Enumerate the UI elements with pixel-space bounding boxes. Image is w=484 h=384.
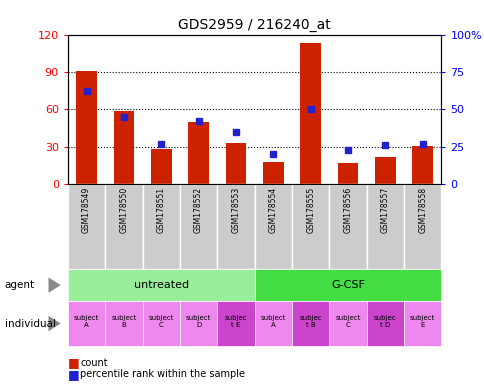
Text: subject
A: subject A (260, 315, 286, 328)
Text: GSM178553: GSM178553 (231, 187, 240, 233)
Text: individual: individual (5, 318, 56, 329)
FancyBboxPatch shape (68, 301, 105, 346)
Text: subjec
t D: subjec t D (373, 315, 396, 328)
Text: subject
A: subject A (74, 315, 99, 328)
Bar (337, 163, 358, 184)
FancyBboxPatch shape (366, 184, 403, 269)
Text: GSM178552: GSM178552 (194, 187, 203, 233)
Text: ■: ■ (68, 368, 79, 381)
Text: GSM178549: GSM178549 (82, 187, 91, 233)
Text: GSM178558: GSM178558 (417, 187, 426, 233)
Bar (374, 157, 395, 184)
FancyBboxPatch shape (403, 184, 440, 269)
FancyBboxPatch shape (142, 301, 180, 346)
Text: GSM178556: GSM178556 (343, 187, 352, 233)
Bar (411, 146, 432, 184)
Polygon shape (48, 277, 60, 293)
FancyBboxPatch shape (180, 301, 217, 346)
Text: GSM178551: GSM178551 (156, 187, 166, 233)
Text: subject
C: subject C (148, 315, 174, 328)
Text: ■: ■ (68, 356, 79, 369)
Text: subject
B: subject B (111, 315, 136, 328)
Bar (225, 143, 246, 184)
Text: subject
C: subject C (334, 315, 360, 328)
Text: GSM178557: GSM178557 (380, 187, 389, 233)
FancyBboxPatch shape (105, 184, 142, 269)
Text: GSM178554: GSM178554 (268, 187, 277, 233)
Text: subject
D: subject D (185, 315, 211, 328)
Text: subjec
t E: subjec t E (224, 315, 247, 328)
FancyBboxPatch shape (142, 184, 180, 269)
FancyBboxPatch shape (68, 184, 105, 269)
FancyBboxPatch shape (291, 184, 329, 269)
FancyBboxPatch shape (329, 184, 366, 269)
FancyBboxPatch shape (254, 269, 440, 301)
FancyBboxPatch shape (254, 301, 291, 346)
Text: GSM178555: GSM178555 (305, 187, 315, 233)
Text: count: count (80, 358, 107, 368)
FancyBboxPatch shape (68, 269, 254, 301)
Title: GDS2959 / 216240_at: GDS2959 / 216240_at (178, 18, 330, 32)
Bar (188, 122, 209, 184)
Bar (262, 162, 283, 184)
FancyBboxPatch shape (217, 301, 254, 346)
FancyBboxPatch shape (366, 301, 403, 346)
Bar (151, 149, 171, 184)
FancyBboxPatch shape (329, 301, 366, 346)
Bar (76, 71, 97, 184)
Text: percentile rank within the sample: percentile rank within the sample (80, 369, 244, 379)
Text: untreated: untreated (134, 280, 188, 290)
Bar (300, 43, 320, 184)
FancyBboxPatch shape (180, 184, 217, 269)
Text: subject
E: subject E (409, 315, 435, 328)
FancyBboxPatch shape (254, 184, 291, 269)
FancyBboxPatch shape (403, 301, 440, 346)
Text: G-CSF: G-CSF (331, 280, 364, 290)
FancyBboxPatch shape (217, 184, 254, 269)
Text: agent: agent (5, 280, 35, 290)
FancyBboxPatch shape (291, 301, 329, 346)
Polygon shape (48, 316, 60, 331)
FancyBboxPatch shape (105, 301, 142, 346)
Text: subjec
t B: subjec t B (299, 315, 321, 328)
Bar (113, 111, 134, 184)
Text: GSM178550: GSM178550 (119, 187, 128, 233)
